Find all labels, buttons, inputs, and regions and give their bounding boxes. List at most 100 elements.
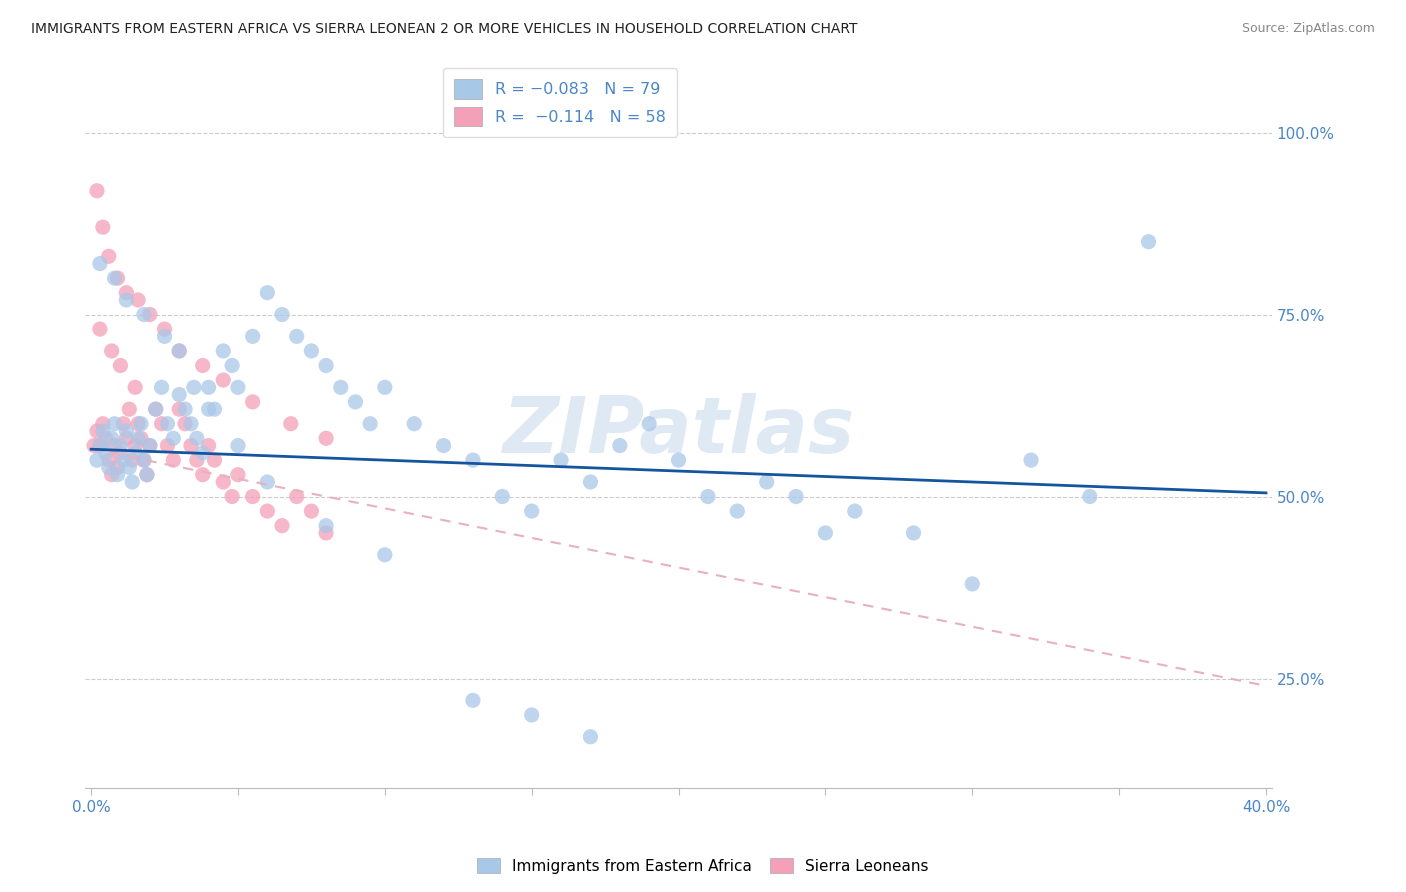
- Point: [153, 329, 176, 343]
- Point: [124, 439, 146, 453]
- Point: [697, 490, 720, 504]
- Point: [461, 453, 484, 467]
- Point: [329, 380, 352, 394]
- Legend: Immigrants from Eastern Africa, Sierra Leoneans: Immigrants from Eastern Africa, Sierra L…: [471, 852, 935, 880]
- Point: [212, 475, 235, 489]
- Point: [280, 417, 302, 431]
- Point: [132, 308, 155, 322]
- Point: [725, 504, 748, 518]
- Point: [162, 453, 184, 467]
- Point: [315, 431, 337, 445]
- Point: [139, 439, 162, 453]
- Point: [256, 285, 278, 300]
- Point: [124, 446, 146, 460]
- Point: [1078, 490, 1101, 504]
- Point: [97, 453, 120, 467]
- Point: [104, 271, 127, 285]
- Point: [115, 431, 138, 445]
- Point: [107, 460, 129, 475]
- Legend: R = −0.083   N = 79, R =  −0.114   N = 58: R = −0.083 N = 79, R = −0.114 N = 58: [443, 68, 678, 137]
- Point: [962, 577, 984, 591]
- Point: [212, 373, 235, 387]
- Point: [145, 402, 167, 417]
- Point: [94, 431, 117, 445]
- Point: [315, 518, 337, 533]
- Point: [221, 490, 243, 504]
- Point: [100, 431, 122, 445]
- Point: [359, 417, 381, 431]
- Point: [86, 453, 108, 467]
- Point: [1137, 235, 1160, 249]
- Point: [191, 446, 214, 460]
- Point: [579, 730, 602, 744]
- Point: [271, 308, 294, 322]
- Point: [180, 417, 202, 431]
- Point: [285, 329, 308, 343]
- Point: [183, 380, 205, 394]
- Point: [1019, 453, 1042, 467]
- Point: [135, 467, 157, 482]
- Point: [83, 439, 105, 453]
- Point: [89, 256, 111, 270]
- Point: [91, 417, 114, 431]
- Point: [132, 453, 155, 467]
- Point: [121, 453, 143, 467]
- Point: [150, 417, 173, 431]
- Point: [129, 417, 152, 431]
- Point: [145, 402, 167, 417]
- Point: [668, 453, 690, 467]
- Point: [167, 402, 190, 417]
- Point: [100, 467, 122, 482]
- Point: [374, 548, 396, 562]
- Point: [89, 322, 111, 336]
- Point: [127, 417, 149, 431]
- Point: [110, 439, 132, 453]
- Point: [197, 402, 219, 417]
- Point: [404, 417, 426, 431]
- Point: [242, 490, 264, 504]
- Point: [107, 271, 129, 285]
- Point: [315, 525, 337, 540]
- Point: [91, 424, 114, 438]
- Point: [174, 417, 197, 431]
- Point: [903, 525, 925, 540]
- Point: [115, 424, 138, 438]
- Point: [107, 467, 129, 482]
- Point: [432, 439, 454, 453]
- Point: [242, 395, 264, 409]
- Point: [129, 431, 152, 445]
- Point: [374, 380, 396, 394]
- Point: [315, 359, 337, 373]
- Point: [127, 293, 149, 307]
- Point: [814, 525, 837, 540]
- Point: [132, 453, 155, 467]
- Point: [104, 439, 127, 453]
- Point: [221, 359, 243, 373]
- Point: [112, 417, 135, 431]
- Point: [167, 343, 190, 358]
- Point: [110, 359, 132, 373]
- Point: [550, 453, 572, 467]
- Point: [204, 453, 226, 467]
- Point: [226, 439, 249, 453]
- Point: [156, 417, 179, 431]
- Point: [86, 424, 108, 438]
- Point: [118, 460, 141, 475]
- Point: [755, 475, 778, 489]
- Point: [520, 504, 543, 518]
- Point: [167, 387, 190, 401]
- Point: [89, 439, 111, 453]
- Point: [150, 380, 173, 394]
- Point: [256, 475, 278, 489]
- Point: [242, 329, 264, 343]
- Point: [226, 467, 249, 482]
- Point: [197, 380, 219, 394]
- Point: [110, 446, 132, 460]
- Point: [121, 475, 143, 489]
- Text: IMMIGRANTS FROM EASTERN AFRICA VS SIERRA LEONEAN 2 OR MORE VEHICLES IN HOUSEHOLD: IMMIGRANTS FROM EASTERN AFRICA VS SIERRA…: [31, 22, 858, 37]
- Point: [156, 439, 179, 453]
- Point: [112, 453, 135, 467]
- Point: [162, 431, 184, 445]
- Point: [226, 380, 249, 394]
- Point: [197, 439, 219, 453]
